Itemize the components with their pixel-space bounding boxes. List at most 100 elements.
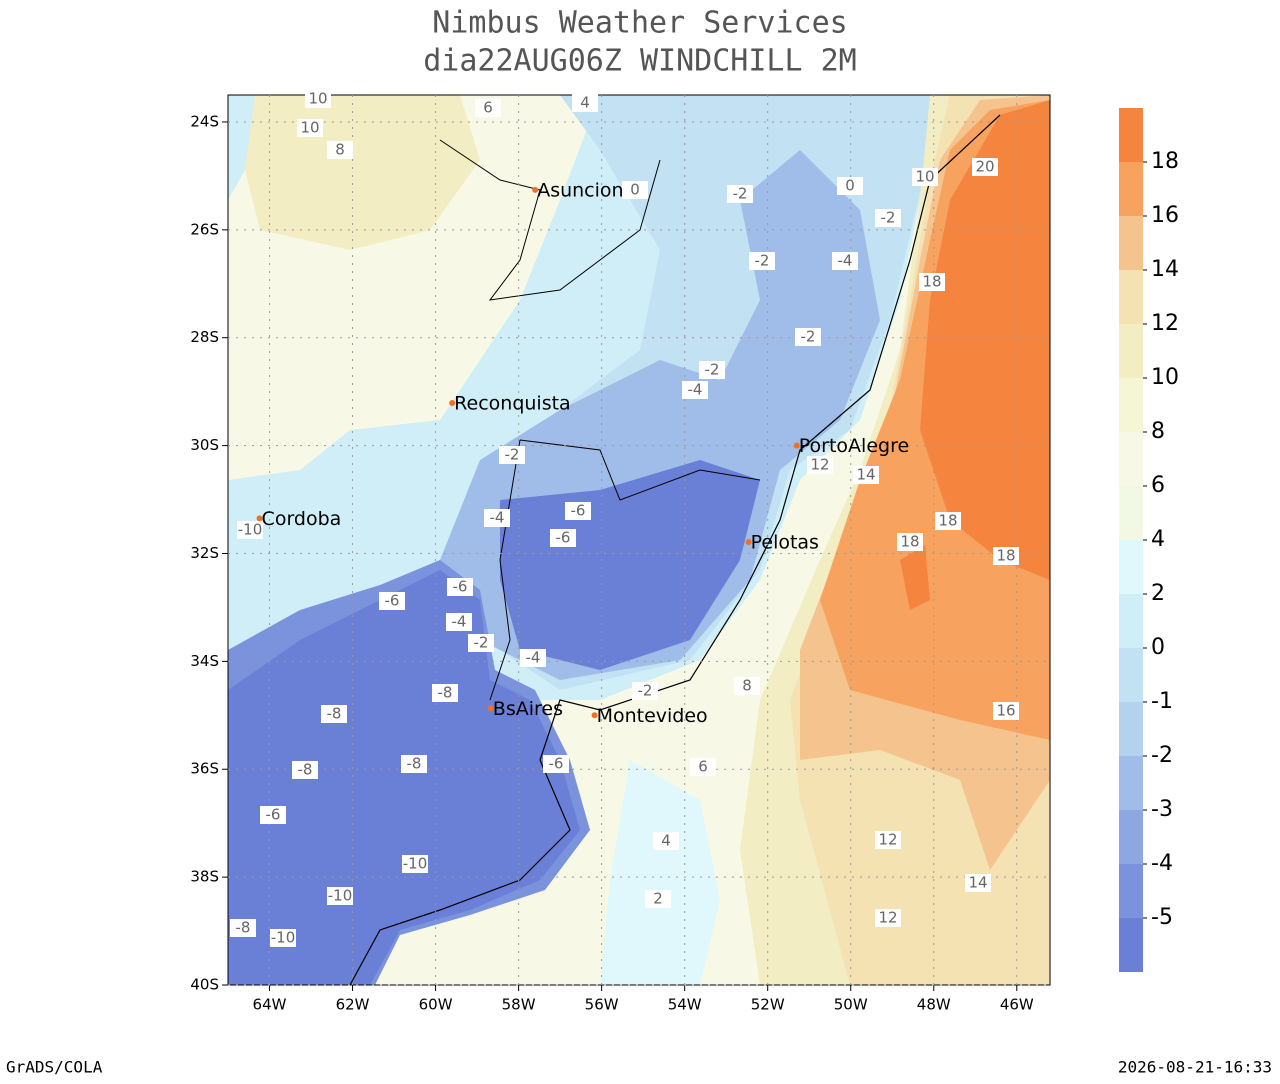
colorbar-swatch <box>1119 648 1143 702</box>
contour-label: 0 <box>845 177 855 195</box>
contour-label-bg <box>305 90 331 108</box>
colorbar-label: 14 <box>1151 257 1179 282</box>
contour-label-bg <box>727 185 753 203</box>
contour-label: -2 <box>638 682 653 700</box>
contour-label: 2 <box>653 890 663 908</box>
contour-label: 8 <box>742 677 752 695</box>
city-name: PortoAlegre <box>799 435 909 457</box>
city-name: Reconquista <box>454 392 571 414</box>
y-tick-label: 36S <box>190 760 219 778</box>
contour-label-bg <box>653 832 679 850</box>
colorbar-label: -4 <box>1151 851 1173 876</box>
colorbar-swatch <box>1119 540 1143 594</box>
x-tick-label: 52W <box>751 996 785 1014</box>
contour-label: 14 <box>856 466 875 484</box>
colorbar-label: -5 <box>1151 905 1173 930</box>
y-tick-label: 40S <box>190 976 219 994</box>
contour-label-bg <box>402 855 428 873</box>
city-marker <box>532 186 539 193</box>
contour-label: 6 <box>698 758 708 776</box>
contour-label-bg <box>972 158 998 176</box>
contour-label-bg <box>993 547 1019 565</box>
colorbar-swatch <box>1119 108 1143 162</box>
x-tick-label: 54W <box>668 996 702 1014</box>
contour-label-bg <box>447 578 473 596</box>
contour-label-bg <box>699 361 725 379</box>
contour-label: -2 <box>801 328 816 346</box>
city-marker <box>591 712 598 719</box>
field-region <box>900 545 930 610</box>
x-tick-label: 58W <box>502 996 536 1014</box>
x-tick-label: 64W <box>253 996 287 1014</box>
contour-label-bg <box>475 99 501 117</box>
contour-label: -8 <box>327 705 342 723</box>
colorbar-swatch <box>1119 918 1143 972</box>
colorbar-swatch <box>1119 486 1143 540</box>
contour-label-bg <box>832 252 858 270</box>
colorbar-swatch <box>1119 810 1143 864</box>
colorbar-swatch <box>1119 432 1143 486</box>
colorbar-swatch <box>1119 270 1143 324</box>
contour-label-bg <box>379 592 405 610</box>
contour-label-bg <box>270 929 296 947</box>
colorbar-label: 10 <box>1151 365 1179 390</box>
contour-label-bg <box>565 502 591 520</box>
contour-label-bg <box>919 273 945 291</box>
contour-label-bg <box>292 761 318 779</box>
contour-label-bg <box>468 634 494 652</box>
colorbar-label: 8 <box>1151 419 1165 444</box>
colorbar-label: 16 <box>1151 203 1179 228</box>
x-tick-label: 60W <box>419 996 453 1014</box>
contour-label: -8 <box>298 761 313 779</box>
contour-label: 10 <box>308 90 327 108</box>
contour-label-bg <box>327 887 353 905</box>
y-tick-label: 34S <box>190 652 219 670</box>
contour-label: 18 <box>900 533 919 551</box>
contour-label: -10 <box>328 887 353 905</box>
contour-label: -4 <box>688 381 703 399</box>
footer-left: GrADS/COLA <box>6 1058 103 1077</box>
contour-label-bg <box>795 328 821 346</box>
colorbar-swatch <box>1119 216 1143 270</box>
contour-label: 16 <box>996 702 1015 720</box>
title: Nimbus Weather Services <box>432 6 847 41</box>
contour-label: -10 <box>271 929 296 947</box>
city-marker <box>793 442 800 449</box>
y-tick-label: 38S <box>190 868 219 886</box>
city-name: Montevideo <box>597 705 708 727</box>
field-region <box>600 760 720 985</box>
y-tick-label: 30S <box>190 436 219 454</box>
contour-label-bg <box>853 466 879 484</box>
contour-label-bg <box>327 141 353 159</box>
city-marker <box>487 705 494 712</box>
contour-label: -4 <box>526 649 541 667</box>
contour-label: -8 <box>407 755 422 773</box>
contour-label: -4 <box>838 252 853 270</box>
contour-label: 10 <box>915 168 934 186</box>
y-tick-label: 24S <box>190 112 219 130</box>
contour-label: -2 <box>505 446 520 464</box>
contour-label-bg <box>446 613 472 631</box>
field <box>228 95 1050 985</box>
city-name: BsAires <box>493 698 563 720</box>
contour-label: -6 <box>571 502 586 520</box>
x-tick-label: 48W <box>917 996 951 1014</box>
contour-label: 4 <box>661 832 671 850</box>
contour-label-bg <box>993 702 1019 720</box>
contour-label: -10 <box>238 521 263 539</box>
contour-label: 12 <box>878 909 897 927</box>
contour-label: -10 <box>403 855 428 873</box>
contour-label: -2 <box>733 185 748 203</box>
contour-label: 8 <box>335 141 345 159</box>
contour-label: 0 <box>630 181 640 199</box>
colorbar-swatch <box>1119 378 1143 432</box>
city-name: Asuncion <box>537 179 623 201</box>
footer-right: 2026-08-21-16:33 <box>1118 1058 1272 1077</box>
contour-label-bg <box>645 890 671 908</box>
contour-label-bg <box>690 758 716 776</box>
contour-label: -2 <box>881 209 896 227</box>
contour-label-bg <box>260 806 286 824</box>
contour-label-bg <box>499 446 525 464</box>
contour-label: 18 <box>922 273 941 291</box>
contour-label-bg <box>935 512 961 530</box>
